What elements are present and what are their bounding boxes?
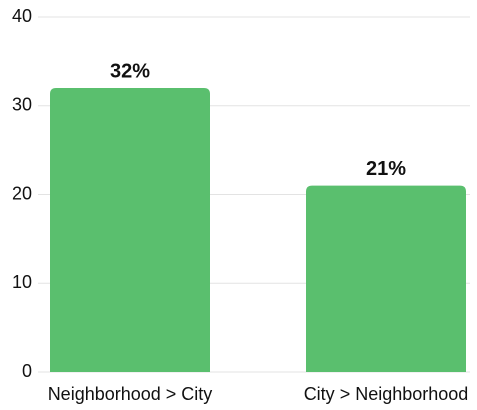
bar [306,185,466,372]
y-tick-label: 0 [22,361,32,381]
value-label: 21% [366,158,406,180]
y-tick-label: 30 [12,95,32,115]
y-tick-label: 40 [12,6,32,26]
bar [50,88,210,372]
value-label: 32% [110,60,150,82]
x-tick-label: Neighborhood > City [48,384,213,404]
y-tick-label: 20 [12,183,32,203]
x-tick-label: City > Neighborhood [304,384,469,404]
y-tick-label: 10 [12,272,32,292]
